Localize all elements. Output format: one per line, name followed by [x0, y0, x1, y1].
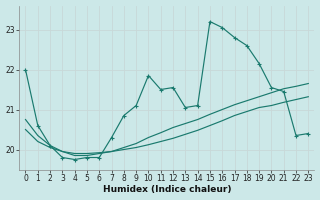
X-axis label: Humidex (Indice chaleur): Humidex (Indice chaleur)	[103, 185, 231, 194]
